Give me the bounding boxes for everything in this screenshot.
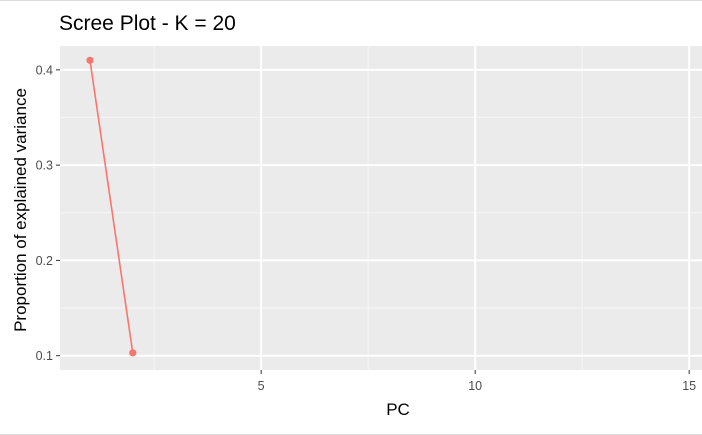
y-axis-title: Proportion of explained variance [11, 88, 30, 332]
data-point [129, 349, 137, 357]
x-tick-label: 15 [682, 379, 696, 393]
y-tick-label: 0.3 [36, 159, 53, 173]
x-axis-title: PC [386, 400, 410, 419]
axis-ticks [56, 69, 690, 374]
x-tick-label: 10 [468, 379, 482, 393]
data-point [86, 56, 94, 64]
chart-title: Scree Plot - K = 20 [59, 12, 236, 35]
plot-panel [60, 46, 702, 370]
series-layer [86, 56, 137, 357]
y-tick-label: 0.4 [36, 63, 53, 77]
major-gridlines [60, 46, 702, 370]
x-tick-label: 5 [258, 379, 265, 393]
y-tick-label: 0.2 [36, 254, 53, 268]
y-tick-label: 0.1 [36, 349, 53, 363]
series-line [89, 60, 134, 353]
minor-gridlines [60, 46, 702, 370]
axis-tick-labels: 5 10 15 0.1 0.2 0.3 0.4 [36, 63, 697, 393]
